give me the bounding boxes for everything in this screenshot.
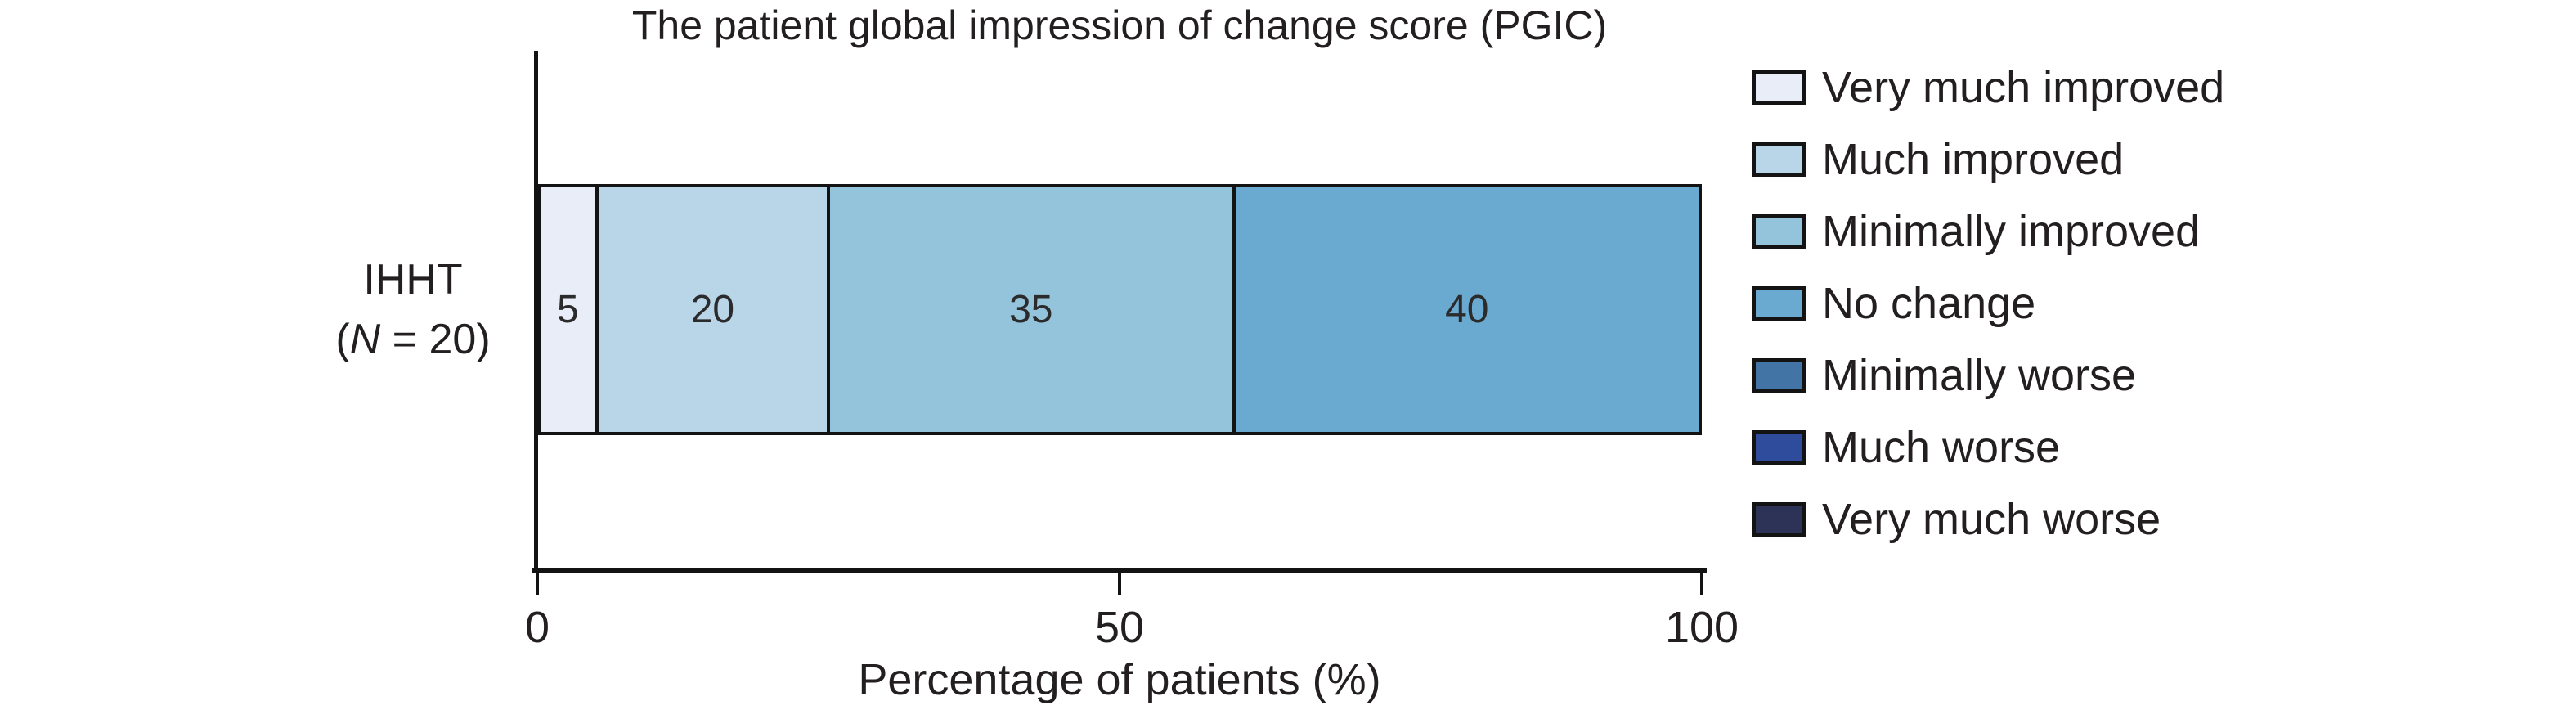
y-category-label: IHHT (N = 20) <box>303 250 523 370</box>
legend-swatch-minimally-worse <box>1752 358 1806 393</box>
x-axis-tick-0 <box>536 573 539 595</box>
legend-label: Very much worse <box>1822 495 2161 544</box>
x-axis-tick-label-50: 50 <box>1094 603 1145 652</box>
legend-label: Minimally worse <box>1822 351 2137 400</box>
legend-swatch-much-improved <box>1752 142 1806 177</box>
legend-label: Much improved <box>1822 135 2125 184</box>
legend-swatch-minimally-improved <box>1752 214 1806 249</box>
bar-segment-minimally-improved: 35 <box>829 187 1236 432</box>
x-axis-line <box>532 568 1707 573</box>
legend-swatch-very-much-worse <box>1752 502 1806 537</box>
bar-segment-no-change: 40 <box>1235 187 1699 432</box>
x-axis-tick-50 <box>1118 573 1121 595</box>
y-axis-line <box>534 51 538 573</box>
x-axis-tick-label-0: 0 <box>524 603 550 652</box>
legend-item-much-worse: Much worse <box>1752 423 2224 472</box>
x-axis-tick-label-100: 100 <box>1664 603 1739 652</box>
chart-title: The patient global impression of change … <box>631 2 1608 48</box>
bar-segment-very-much-improved: 5 <box>541 187 599 432</box>
legend-item-much-improved: Much improved <box>1752 135 2224 184</box>
legend-label: Very much improved <box>1822 63 2225 112</box>
stacked-bar: 5 20 35 40 <box>537 184 1702 435</box>
legend-item-very-much-improved: Very much improved <box>1752 63 2225 112</box>
x-axis-tick-100 <box>1700 573 1703 595</box>
x-axis-ticks <box>536 573 1703 595</box>
legend-swatch-very-much-improved <box>1752 70 1806 105</box>
legend-item-minimally-worse: Minimally worse <box>1752 351 2224 400</box>
legend-swatch-no-change <box>1752 286 1806 321</box>
x-axis-title: Percentage of patients (%) <box>858 655 1381 704</box>
y-category-label-open-paren: ( <box>335 316 350 363</box>
y-category-label-n: N <box>349 316 381 363</box>
bar-segment-much-improved: 20 <box>598 187 830 432</box>
legend-label: Much worse <box>1822 423 2061 472</box>
y-category-label-line1: IHHT <box>363 256 463 303</box>
x-axis-tick-labels: 0 50 100 <box>525 603 1739 653</box>
legend-swatch-much-worse <box>1752 430 1806 465</box>
legend-item-minimally-improved: Minimally improved <box>1752 207 2224 256</box>
legend-item-very-much-worse: Very much worse <box>1752 495 2224 544</box>
legend-item-no-change: No change <box>1752 279 2224 328</box>
y-category-label-line2: (N = 20) <box>303 310 523 370</box>
legend-label: No change <box>1822 279 2036 328</box>
chart-legend: Very much improved Much improved Minimally… <box>1752 63 2225 544</box>
y-category-label-rest: = 20) <box>380 316 491 363</box>
legend-label: Minimally improved <box>1822 207 2201 256</box>
